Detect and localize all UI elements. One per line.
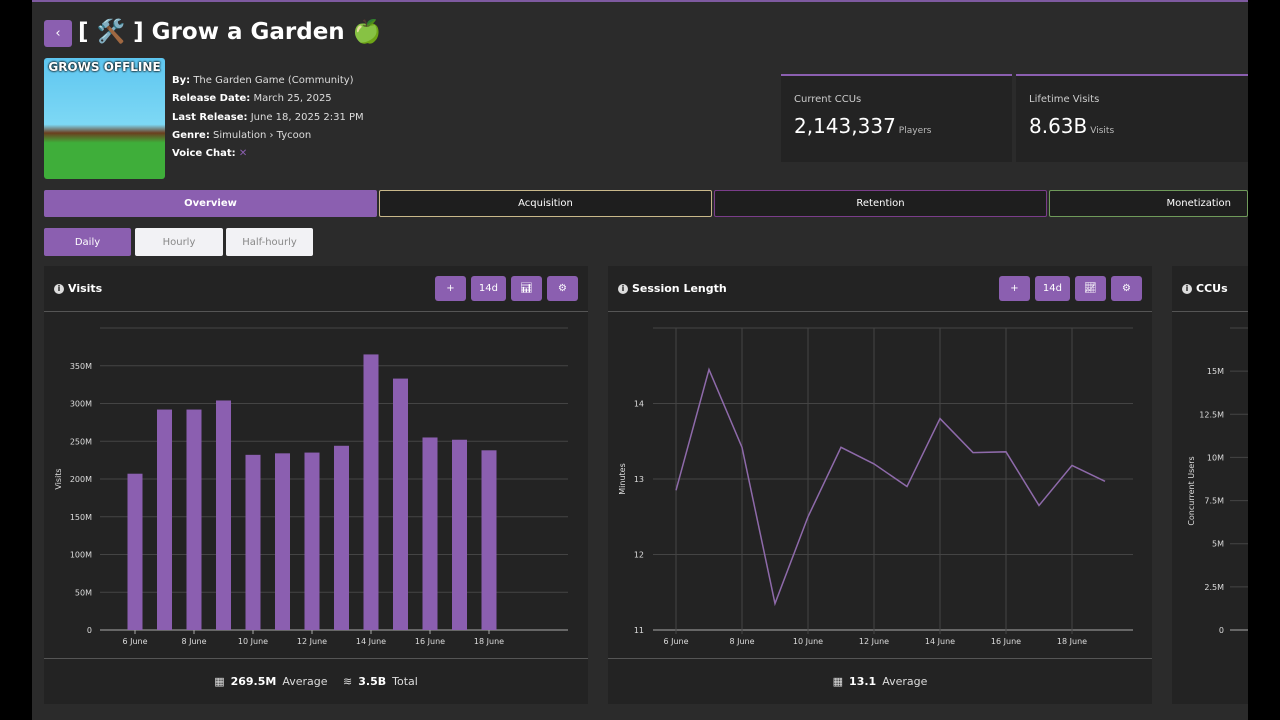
- x-tick-label: 12 June: [297, 637, 327, 646]
- bar: [304, 452, 320, 630]
- stat-current-ccus: Current CCUs 2,143,337 Players: [781, 74, 1012, 162]
- ccus-chart: 0 2.5M 5M 7.5M 10M 12.5M 15M Concurrent Users: [1187, 327, 1248, 635]
- gear-icon[interactable]: ⚙: [1111, 276, 1142, 301]
- y-tick-label: 350M: [70, 362, 92, 371]
- y-tick-label: 15M: [1207, 367, 1224, 376]
- x-tick-label: 14 June: [356, 637, 386, 646]
- subtab-daily[interactable]: Daily: [44, 228, 131, 256]
- add-button[interactable]: +: [434, 276, 466, 301]
- x-tick-label: 18 June: [474, 637, 504, 646]
- gear-icon[interactable]: ⚙: [547, 276, 578, 301]
- y-tick-label: 100M: [70, 551, 92, 560]
- visits-panel: i Visits +14d 📊︎ ⚙ 0 50M 100M 150M 200M 250M 300M…: [44, 266, 588, 704]
- y-tick-label: 13: [634, 475, 644, 484]
- x-tick-label: 6 June: [663, 637, 688, 646]
- line-chart-icon[interactable]: 📈︎: [1075, 276, 1106, 301]
- calculator-icon: ▦: [832, 675, 844, 688]
- session-line: [675, 367, 1106, 607]
- y-tick-label: 5M: [1212, 540, 1224, 549]
- y-tick-label: 12.5M: [1199, 410, 1224, 419]
- range-button[interactable]: 14d: [1034, 276, 1070, 301]
- bar: [157, 409, 172, 630]
- subtab-half-hourly[interactable]: Half-hourly: [226, 228, 313, 256]
- chevron-left-icon: ‹: [55, 26, 61, 41]
- subtab-hourly[interactable]: Hourly: [135, 228, 223, 256]
- y-tick-label: 2.5M: [1204, 583, 1224, 592]
- calculator-icon: ▦: [214, 675, 225, 688]
- bar: [452, 439, 467, 630]
- stat-lifetime-visits: Lifetime Visits 8.63B Visits: [1016, 74, 1248, 162]
- y-tick-label: 12: [634, 551, 644, 560]
- y-tick-label: 50M: [75, 588, 92, 597]
- tab-retention[interactable]: Retention: [714, 190, 1047, 217]
- x-tick-label: 16 June: [991, 637, 1021, 646]
- tab-acquisition[interactable]: Acquisition: [379, 190, 712, 217]
- x-tick-label: 14 June: [925, 637, 955, 646]
- x-tick-label: 10 June: [238, 637, 268, 646]
- back-button[interactable]: ‹: [44, 20, 72, 47]
- y-axis-label: Visits: [54, 468, 63, 489]
- x-tick-label: 16 June: [415, 637, 445, 646]
- info-icon[interactable]: i: [1182, 283, 1192, 294]
- range-button[interactable]: 14d: [470, 276, 506, 301]
- bar: [393, 378, 408, 630]
- x-tick-label: 10 June: [793, 637, 823, 646]
- info-icon[interactable]: i: [618, 283, 628, 294]
- visits-chart: 0 50M 100M 150M 200M 250M 300M 350M Visits 6 June…: [54, 327, 568, 646]
- y-tick-label: 250M: [70, 437, 92, 446]
- layers-icon: ≋: [343, 675, 353, 688]
- y-tick-label: 0: [1219, 626, 1224, 635]
- game-meta: By: The Garden Game (Community) Release …: [172, 75, 364, 160]
- add-button[interactable]: +: [998, 276, 1030, 301]
- y-axis-label: Minutes: [618, 463, 627, 495]
- info-icon[interactable]: i: [54, 283, 64, 294]
- x-tick-label: 12 June: [859, 637, 889, 646]
- x-tick-label: 8 June: [181, 637, 206, 646]
- page: ‹ [ 🛠️ ] Grow a Garden 🍏 GROWS OFFLINE B…: [32, 0, 1248, 720]
- x-tick-label: 6 June: [122, 637, 147, 646]
- session-length-panel: i Session Length +14d 📈︎ ⚙ 6 June 8 June 10 J…: [608, 266, 1152, 704]
- y-tick-label: 300M: [70, 400, 92, 409]
- bar: [334, 445, 349, 630]
- y-tick-label: 14: [634, 400, 644, 409]
- x-tick-label: 8 June: [729, 637, 754, 646]
- bar: [422, 437, 438, 630]
- bar: [481, 450, 497, 630]
- y-tick-label: 10M: [1207, 453, 1224, 462]
- voice-chat-off-icon: ✕: [238, 148, 248, 160]
- bar: [363, 354, 379, 630]
- y-tick-label: 200M: [70, 475, 92, 484]
- ccus-panel: i CCUs 0 2.5M 5M 7.5M 10M 12.5M 15M Concurrent U…: [1172, 266, 1248, 704]
- y-tick-label: 7.5M: [1204, 497, 1224, 506]
- bar: [186, 409, 202, 630]
- game-thumbnail: GROWS OFFLINE: [44, 58, 165, 179]
- y-axis-label: Concurrent Users: [1187, 456, 1196, 525]
- x-tick-label: 18 June: [1057, 637, 1087, 646]
- tab-overview[interactable]: Overview: [44, 190, 377, 217]
- y-tick-label: 11: [634, 626, 644, 635]
- bar-chart-icon[interactable]: 📊︎: [511, 276, 542, 301]
- bar: [245, 454, 261, 630]
- bar: [275, 453, 290, 630]
- session-length-chart: 6 June 8 June 10 June 12 June 14 June 16 June…: [618, 327, 1133, 646]
- page-title: [ 🛠️ ] Grow a Garden 🍏: [78, 19, 382, 45]
- y-tick-label: 150M: [70, 513, 92, 522]
- bar: [127, 473, 143, 630]
- bar: [216, 400, 231, 630]
- y-tick-label: 0: [87, 626, 92, 635]
- tab-monetization[interactable]: Monetization: [1049, 190, 1248, 217]
